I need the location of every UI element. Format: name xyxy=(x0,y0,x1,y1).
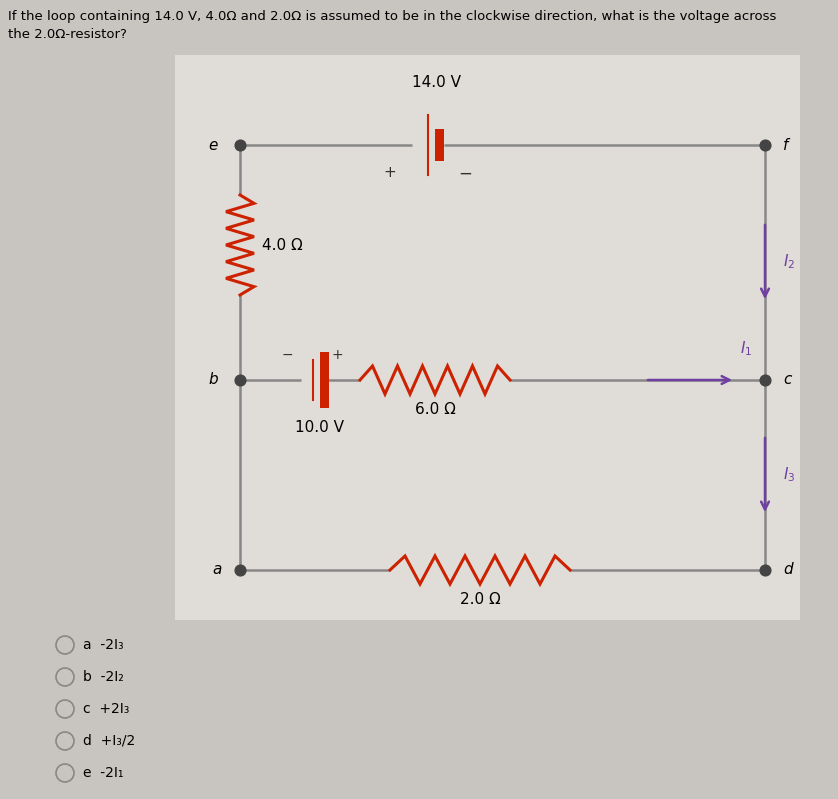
Text: e: e xyxy=(209,137,218,153)
Text: 2.0 Ω: 2.0 Ω xyxy=(459,592,500,607)
Text: 10.0 V: 10.0 V xyxy=(294,420,344,435)
Text: a  -2I₃: a -2I₃ xyxy=(83,638,124,652)
Bar xyxy=(435,129,444,161)
Text: +: + xyxy=(331,348,343,362)
Text: 4.0 Ω: 4.0 Ω xyxy=(262,237,303,252)
Text: $I_3$: $I_3$ xyxy=(783,466,795,484)
Text: $I_2$: $I_2$ xyxy=(783,252,795,272)
Text: f: f xyxy=(783,137,789,153)
Point xyxy=(233,138,246,151)
Text: b  -2I₂: b -2I₂ xyxy=(83,670,124,684)
Point xyxy=(758,374,772,387)
Text: c  +2I₃: c +2I₃ xyxy=(83,702,129,716)
Text: e  -2I₁: e -2I₁ xyxy=(83,766,123,780)
Bar xyxy=(320,352,329,408)
Text: d: d xyxy=(783,562,793,578)
Text: 6.0 Ω: 6.0 Ω xyxy=(415,402,455,417)
Point xyxy=(758,563,772,576)
Text: +: + xyxy=(384,165,396,180)
Text: −: − xyxy=(282,348,292,362)
Text: d  +I₃/2: d +I₃/2 xyxy=(83,734,135,748)
Bar xyxy=(175,55,800,620)
Point xyxy=(233,374,246,387)
Text: −: − xyxy=(458,165,472,183)
Text: If the loop containing 14.0 V, 4.0Ω and 2.0Ω is assumed to be in the clockwise d: If the loop containing 14.0 V, 4.0Ω and … xyxy=(8,10,776,41)
Point xyxy=(233,563,246,576)
Text: 14.0 V: 14.0 V xyxy=(411,75,461,90)
Text: b: b xyxy=(209,372,218,388)
Text: $I_1$: $I_1$ xyxy=(740,340,753,358)
Text: c: c xyxy=(783,372,791,388)
Point xyxy=(758,138,772,151)
Text: a: a xyxy=(213,562,222,578)
